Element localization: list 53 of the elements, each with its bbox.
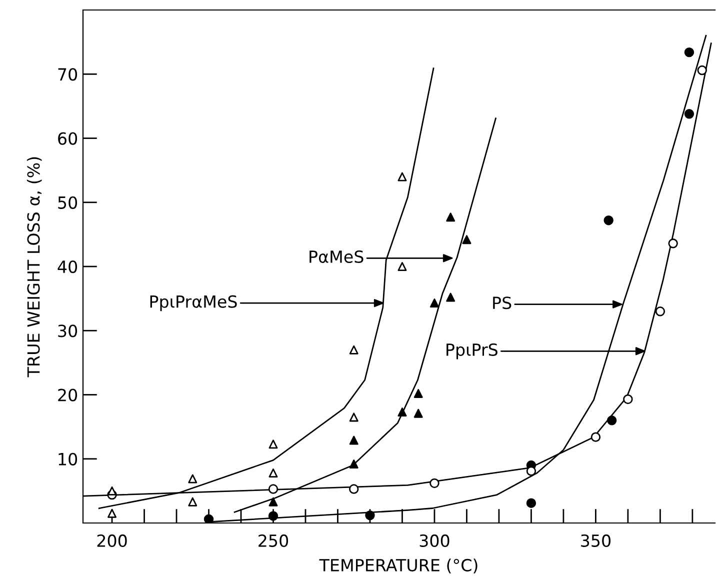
point [668,238,678,248]
point [684,109,694,119]
point [430,478,440,488]
point [446,212,456,222]
x-tick-label: 300 [420,534,450,548]
y-tick-label: 60 [58,132,78,145]
point [398,262,407,271]
point [623,394,633,404]
point [414,408,423,418]
y-tick-label: 10 [58,452,78,466]
point [204,514,214,523]
y-tick-label: 20 [58,388,78,402]
point [268,511,278,521]
annotation: PS [493,296,512,310]
y-tick-label: 50 [58,196,78,209]
point [349,345,358,354]
point [590,432,601,442]
point [188,474,198,484]
point [349,412,358,422]
point [430,298,439,308]
annotation: PαMeS [310,250,364,263]
point [349,460,358,469]
x-tick-label: 350 [581,534,610,548]
point [697,65,707,76]
point [268,440,278,449]
y-tick-label: 70 [58,68,78,81]
point [188,497,198,506]
y-tick-label: 30 [58,324,78,338]
y-axis-title: TRUE WEIGHT LOSS α, (%) [26,157,42,378]
point [684,47,694,58]
point [526,498,536,508]
point [268,468,278,478]
point [349,436,358,445]
x-tick-label: 250 [258,534,288,548]
point [462,235,472,244]
point [414,388,423,398]
point [526,466,536,476]
point [348,484,359,494]
point [365,510,375,520]
point [268,484,278,494]
x-axis-title: TEMPERATURE (°C) [319,558,478,574]
point [446,292,456,302]
annotation: PpιPrS [446,343,498,360]
x-tick-label: 200 [97,534,127,548]
point [398,408,407,417]
point [655,306,666,316]
point [398,172,407,182]
point [108,508,117,518]
y-tick-label: 40 [58,260,78,274]
point [268,497,278,506]
point [606,416,617,426]
annotation: PpιPrαMeS [150,295,237,312]
point [604,215,614,226]
